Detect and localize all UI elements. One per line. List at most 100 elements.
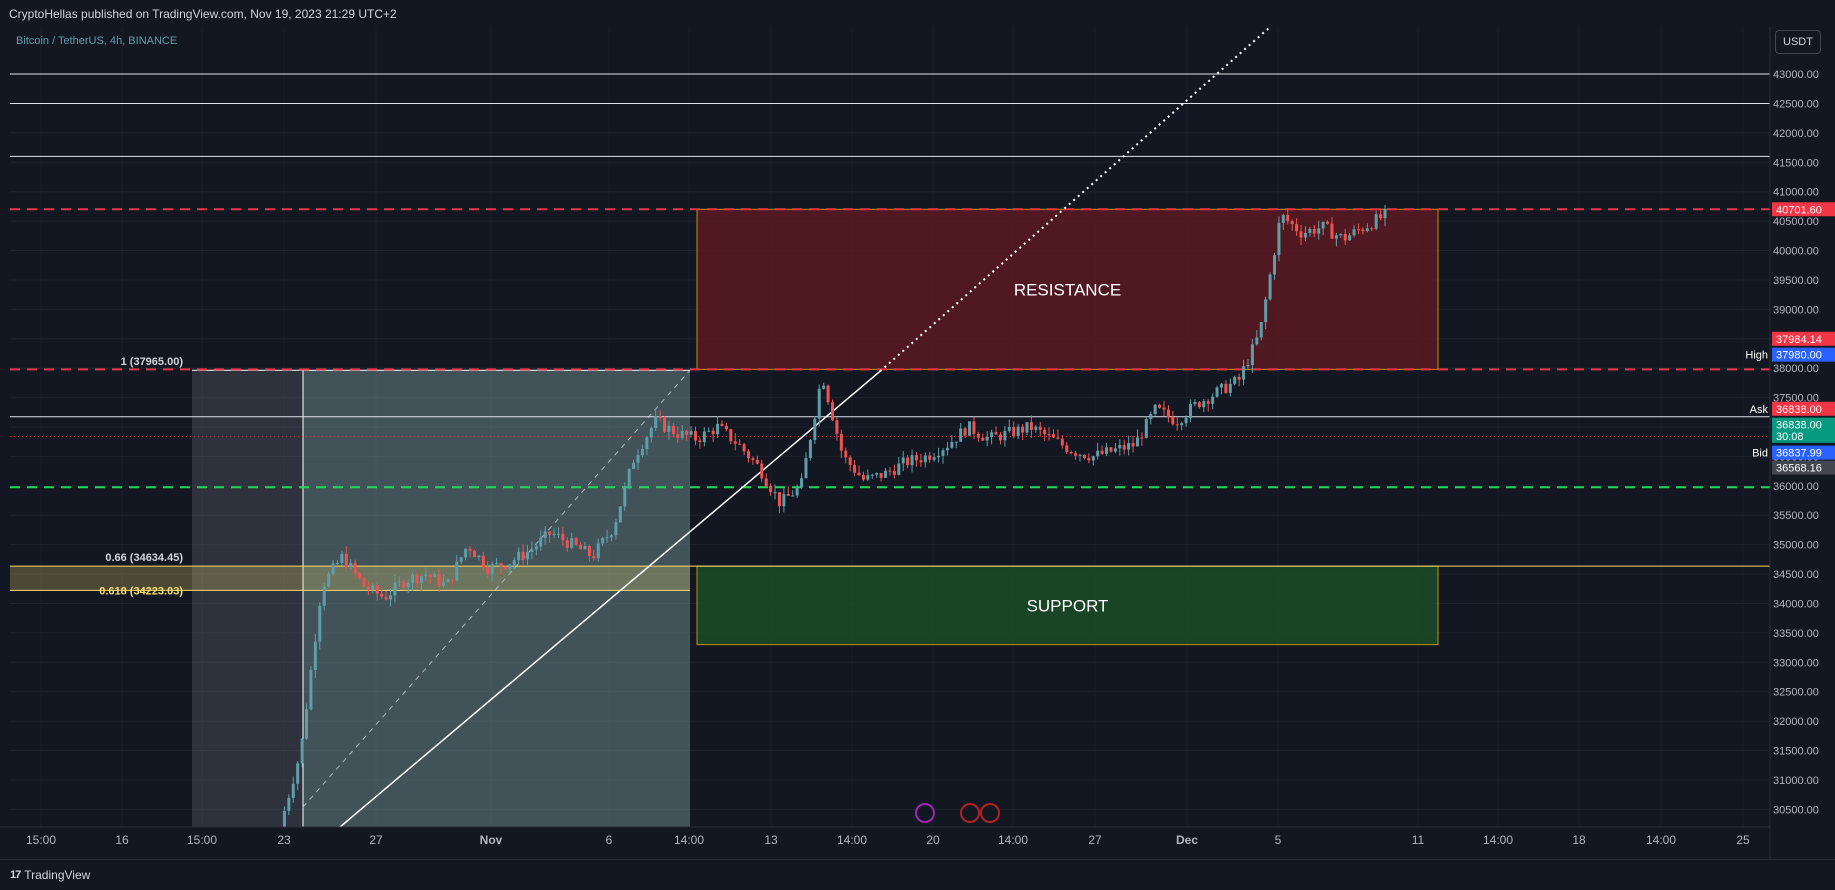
price-tag-text: 30:08 [1776,431,1804,443]
trendline-extension [879,27,1271,373]
candle-body [305,709,309,739]
price-tag-bg [1772,460,1835,475]
candle-body [464,548,468,558]
candle-body [848,457,852,466]
candle-body [389,595,392,600]
candle-body [800,478,804,488]
candle-body [1233,376,1237,384]
candle-body [300,738,304,764]
candle-body [313,641,317,671]
y-tick-label: 41500.00 [1773,157,1819,169]
time-axis[interactable]: 15:00 16 15:00 23 27 Nov 6 14:00 13 14:00 20 14:00 2… [0,826,1770,847]
y-tick-label: 31500.00 [1773,746,1819,758]
candle-body [680,430,684,438]
candle-body [296,763,300,784]
candle-body [1012,426,1016,436]
price-chart[interactable]: 1 (37965.00) 0.66 (34634.45) 0.618 (34223.… [0,27,1835,859]
candle-body [1215,387,1219,397]
candle-body [1016,426,1020,436]
support-label: SUPPORT [1027,596,1109,615]
candle-body [1144,418,1148,438]
candle-body [636,455,640,463]
candle-body [795,487,799,496]
candle-body [437,573,441,586]
tradingview-brand[interactable]: 17 TradingView [10,868,90,882]
candle-body [450,579,454,581]
candle-body [888,470,892,472]
price-tag-bg [1772,202,1835,217]
candle-body [1113,448,1117,452]
candle-body [716,423,720,435]
lightning-event-icon[interactable] [915,803,935,823]
x-tick-label: 15:00 [187,833,217,847]
candle-body [693,431,697,441]
candle-body [1140,437,1144,439]
price-tags: 40701.60 37984.14 37980.00 High 36838.00 Ask 3… [1745,202,1835,475]
candle-body [853,465,857,473]
candle-body [663,418,667,432]
y-tick-label: 42000.00 [1773,128,1819,140]
candle-body [932,457,936,460]
candle-body [1334,235,1338,239]
candle-body [941,450,945,456]
candle-body [543,531,547,538]
fib-retracement [10,369,691,827]
candle-body [990,432,994,437]
candle-body [1317,228,1321,234]
y-tick-label: 34500.00 [1773,569,1819,581]
fib-level-label: 0.66 (34634.45) [105,552,183,564]
candle-body [1356,229,1360,231]
candle-body [1175,424,1179,426]
currency-button[interactable]: USDT [1775,30,1821,54]
candle-body [375,585,379,594]
candle-body [689,431,693,435]
candle-body [539,537,543,547]
candle-body [552,533,556,535]
candle-body [720,423,724,426]
candle-body [747,451,751,459]
candle-body [1197,402,1201,408]
candle-body [1312,228,1316,234]
candle-body [1122,445,1126,450]
candle-body [1025,422,1029,433]
candle-body [1352,229,1356,236]
candle-body [490,564,494,574]
candle-body [610,535,613,538]
candle-body [1135,437,1139,447]
event-icons[interactable] [915,803,1000,823]
y-tick-label: 40000.00 [1773,246,1819,258]
trendlines-layer [339,27,1271,828]
candle-body [1087,458,1091,461]
candle-body [556,533,560,535]
y-tick-label: 32500.00 [1773,687,1819,699]
candle-body [358,572,362,579]
candle-body [291,783,295,798]
candle-body [442,581,446,586]
us-flag-event-icon[interactable] [980,803,1000,823]
candle-body [906,457,910,466]
candle-body [1078,454,1082,456]
candle-body [1255,337,1259,345]
candle-body [623,486,627,507]
support-zone [696,565,1439,646]
candle-body [1158,404,1162,408]
candle-body [711,430,715,435]
candle-body [499,563,503,567]
candle-body [433,573,437,577]
candle-body [415,574,419,583]
price-tag-bg [1772,445,1835,460]
candle-body [914,455,918,461]
candle-body [1339,234,1343,236]
candle-body [530,549,534,553]
candle-body [1021,426,1025,433]
candle-body [393,582,397,596]
candle-body [1118,445,1122,449]
candle-body [738,443,742,445]
candle-body [1365,228,1369,232]
candle-body [1043,429,1047,435]
candle-body [729,429,733,442]
us-flag-event-icon[interactable] [960,803,980,823]
y-tick-label: 39500.00 [1773,275,1819,287]
candle-body [468,548,472,551]
price-tag-bg [1772,331,1835,346]
